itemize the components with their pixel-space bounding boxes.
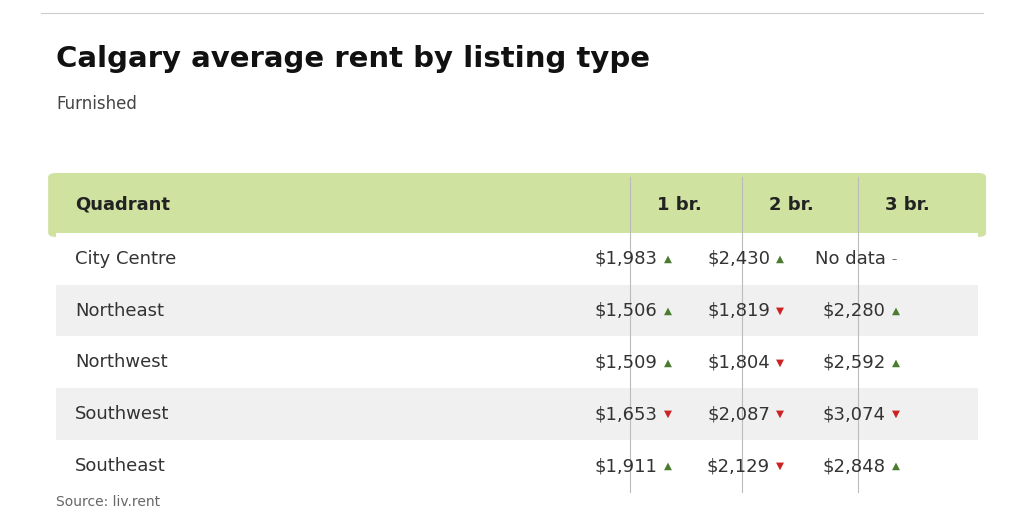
Text: Southwest: Southwest [75,405,169,423]
Text: Quadrant: Quadrant [75,196,170,214]
FancyBboxPatch shape [48,173,986,237]
Text: $1,804: $1,804 [708,353,770,371]
Bar [56,440,978,492]
Text: ▼: ▼ [776,461,784,471]
Text: ▲: ▲ [892,358,900,367]
Text: ▲: ▲ [892,306,900,315]
Text: $2,129: $2,129 [707,457,770,475]
Text: ▼: ▼ [776,306,784,315]
Bar [56,285,978,336]
Text: $2,592: $2,592 [822,353,886,371]
Text: ▼: ▼ [776,358,784,367]
Text: $2,430: $2,430 [707,250,770,268]
Text: $1,819: $1,819 [708,302,770,320]
Text: $2,087: $2,087 [708,405,770,423]
Text: $2,280: $2,280 [823,302,886,320]
Bar [56,233,978,285]
Text: No data: No data [815,250,886,268]
Text: $1,509: $1,509 [595,353,657,371]
Text: –: – [892,254,897,263]
Text: Calgary average rent by listing type: Calgary average rent by listing type [56,45,650,73]
Text: 3 br.: 3 br. [885,196,930,214]
Text: $1,653: $1,653 [594,405,657,423]
Text: $1,506: $1,506 [595,302,657,320]
Bar [56,336,978,388]
Text: Northwest: Northwest [75,353,167,371]
Text: ▼: ▼ [664,409,672,419]
Text: Source: liv.rent: Source: liv.rent [56,495,161,509]
Text: City Centre: City Centre [75,250,176,268]
Bar [56,388,978,440]
Text: 1 br.: 1 br. [656,196,701,214]
Text: $2,848: $2,848 [822,457,886,475]
Text: $1,983: $1,983 [594,250,657,268]
Text: ▼: ▼ [892,409,900,419]
Text: ▲: ▲ [892,461,900,471]
Text: ▲: ▲ [664,254,672,263]
Text: ▼: ▼ [776,409,784,419]
Text: 2 br.: 2 br. [769,196,814,214]
Text: $1,911: $1,911 [595,457,657,475]
Text: Furnished: Furnished [56,95,137,113]
Text: $3,074: $3,074 [822,405,886,423]
Text: Southeast: Southeast [75,457,166,475]
Text: ▲: ▲ [776,254,784,263]
Text: ▲: ▲ [664,358,672,367]
Text: Northeast: Northeast [75,302,164,320]
Text: ▲: ▲ [664,461,672,471]
Text: ▲: ▲ [664,306,672,315]
